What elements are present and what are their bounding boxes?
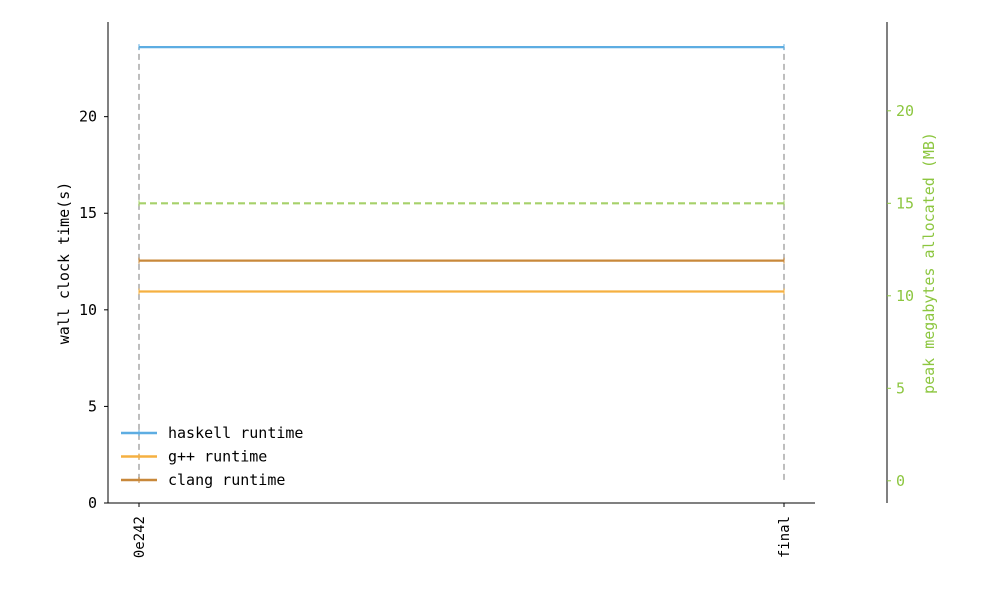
left-tick-label-2: 10	[79, 301, 97, 319]
legend-label-2: clang runtime	[168, 471, 285, 489]
right-tick-label-4: 20	[896, 102, 914, 120]
axes: 0 5 10 15 20 0 5 10 15 20 0e242 final wall clock tim…	[55, 22, 938, 558]
right-axis-title: peak megabytes allocated (MB)	[920, 132, 938, 394]
right-tick-label-2: 10	[896, 287, 914, 305]
x-tick-label-1: final	[777, 516, 793, 558]
left-tick-label-4: 20	[79, 108, 97, 126]
legend-label-1: g++ runtime	[168, 448, 267, 466]
left-axis-title: wall clock time(s)	[55, 182, 73, 345]
plot-area	[138, 44, 785, 480]
left-tick-label-3: 15	[79, 204, 97, 222]
right-tick-label-0: 0	[896, 472, 905, 490]
left-tick-label-1: 5	[88, 397, 97, 415]
legend-label-0: haskell runtime	[168, 424, 303, 442]
legend: haskell runtime g++ runtime clang runtime	[121, 424, 303, 489]
left-tick-label-0: 0	[88, 494, 97, 512]
right-tick-label-1: 5	[896, 379, 905, 397]
right-tick-label-3: 15	[896, 194, 914, 212]
x-tick-label-0: 0e242	[132, 516, 148, 558]
